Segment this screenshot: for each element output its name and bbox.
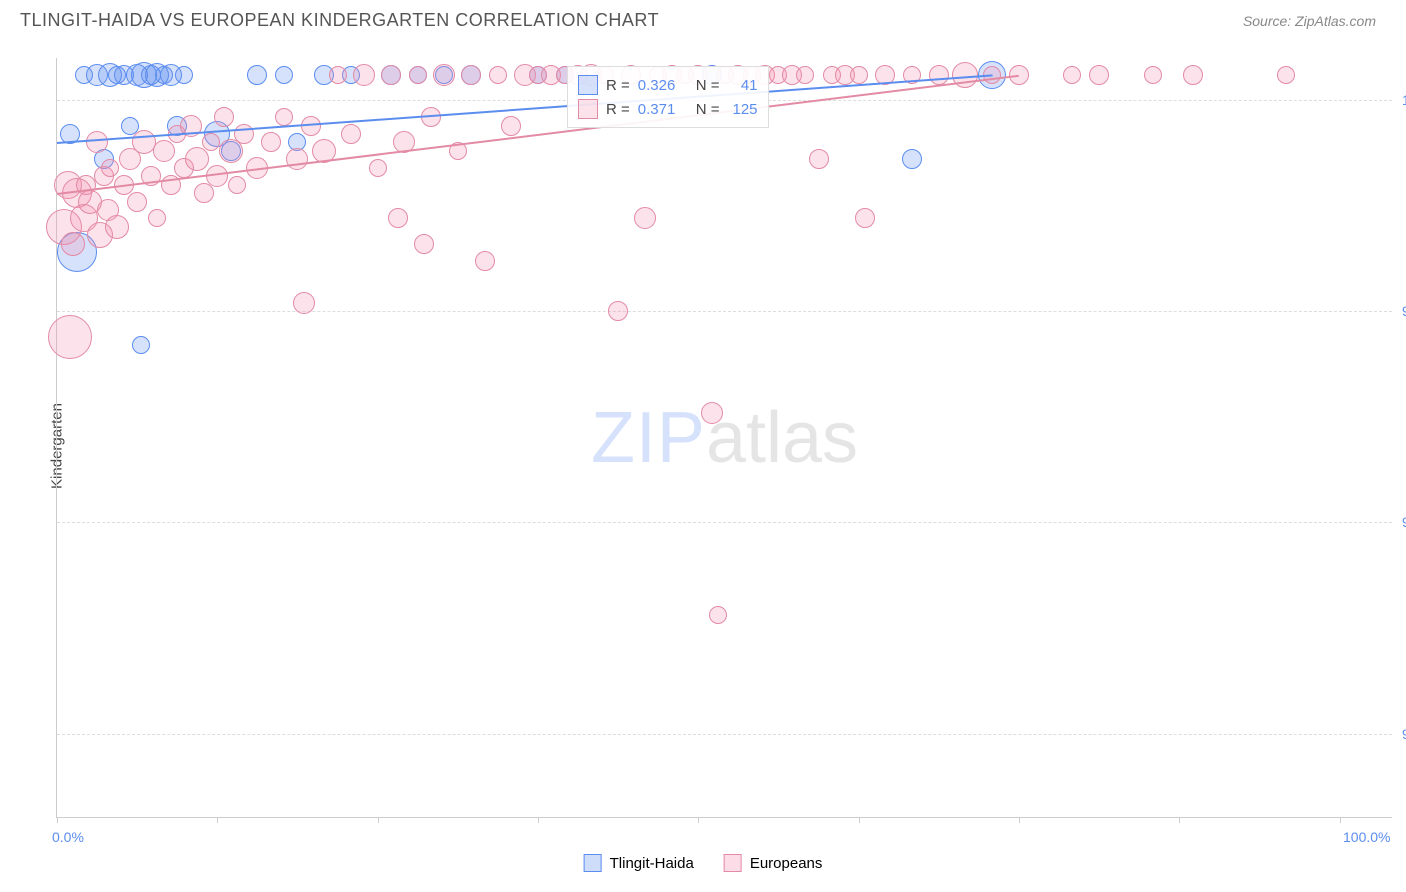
data-point — [214, 107, 234, 127]
data-point — [275, 66, 293, 84]
chart-header: TLINGIT-HAIDA VS EUROPEAN KINDERGARTEN C… — [0, 0, 1406, 41]
legend-swatch — [578, 99, 598, 119]
data-point — [489, 66, 507, 84]
gridline — [57, 522, 1392, 523]
chart-source: Source: ZipAtlas.com — [1243, 13, 1376, 29]
data-point — [608, 301, 628, 321]
data-point — [709, 606, 727, 624]
data-point — [369, 159, 387, 177]
watermark-zip: ZIP — [591, 398, 706, 478]
data-point — [247, 65, 267, 85]
legend-n-label: N = — [696, 77, 720, 94]
data-point — [48, 315, 92, 359]
data-point — [855, 208, 875, 228]
legend-swatch — [578, 75, 598, 95]
data-point — [475, 251, 495, 271]
data-point — [153, 140, 175, 162]
y-tick-label: 92.5% — [1402, 726, 1406, 742]
data-point — [127, 192, 147, 212]
legend-r-value: 0.326 — [638, 77, 688, 94]
x-tick-mark — [57, 817, 58, 823]
legend-item: Tlingit-Haida — [584, 854, 694, 872]
x-tick-label: 100.0% — [1343, 829, 1390, 845]
data-point — [414, 234, 434, 254]
x-tick-mark — [538, 817, 539, 823]
data-point — [1144, 66, 1162, 84]
legend-r-label: R = — [606, 101, 630, 118]
legend-r-label: R = — [606, 77, 630, 94]
data-point — [381, 65, 401, 85]
legend-row: R = 0.371 N = 125 — [578, 97, 758, 121]
data-point — [185, 147, 209, 171]
bottom-legend: Tlingit-Haida Europeans — [584, 854, 823, 872]
data-point — [701, 402, 723, 424]
x-tick-mark — [1019, 817, 1020, 823]
legend-swatch — [584, 854, 602, 872]
legend-n-value: 125 — [728, 101, 758, 118]
data-point — [61, 232, 85, 256]
plot-area: ZIPatlas 100.0%97.5%95.0%92.5%0.0%100.0%… — [56, 58, 1392, 818]
data-point — [329, 66, 347, 84]
data-point — [86, 131, 108, 153]
x-tick-mark — [217, 817, 218, 823]
watermark-atlas: atlas — [706, 398, 858, 478]
data-point — [388, 208, 408, 228]
data-point — [105, 215, 129, 239]
data-point — [261, 132, 281, 152]
data-point — [175, 66, 193, 84]
x-tick-mark — [698, 817, 699, 823]
data-point — [341, 124, 361, 144]
y-tick-label: 100.0% — [1402, 92, 1406, 108]
data-point — [293, 292, 315, 314]
data-point — [148, 209, 166, 227]
legend-n-value: 41 — [728, 77, 758, 94]
watermark: ZIPatlas — [591, 397, 858, 479]
data-point — [634, 207, 656, 229]
data-point — [1183, 65, 1203, 85]
data-point — [501, 116, 521, 136]
x-tick-mark — [859, 817, 860, 823]
y-tick-label: 97.5% — [1402, 303, 1406, 319]
data-point — [275, 108, 293, 126]
legend-item: Europeans — [724, 854, 823, 872]
legend-swatch — [724, 854, 742, 872]
data-point — [809, 149, 829, 169]
gridline — [57, 734, 1392, 735]
y-tick-label: 95.0% — [1402, 514, 1406, 530]
data-point — [902, 149, 922, 169]
gridline — [57, 311, 1392, 312]
legend-r-value: 0.371 — [638, 101, 688, 118]
data-point — [202, 133, 220, 151]
x-tick-mark — [1179, 817, 1180, 823]
legend-label: Tlingit-Haida — [610, 855, 694, 872]
data-point — [132, 336, 150, 354]
data-point — [1277, 66, 1295, 84]
data-point — [194, 183, 214, 203]
legend-label: Europeans — [750, 855, 823, 872]
data-point — [101, 159, 119, 177]
x-tick-mark — [1340, 817, 1341, 823]
trendline — [57, 75, 1019, 195]
chart-title: TLINGIT-HAIDA VS EUROPEAN KINDERGARTEN C… — [20, 10, 659, 31]
data-point — [409, 66, 427, 84]
data-point — [1063, 66, 1081, 84]
x-tick-mark — [378, 817, 379, 823]
x-tick-label: 0.0% — [52, 829, 84, 845]
correlation-legend: R = 0.326 N = 41 R = 0.371 N = 125 — [567, 66, 769, 128]
data-point — [353, 64, 375, 86]
legend-row: R = 0.326 N = 41 — [578, 73, 758, 97]
data-point — [929, 65, 949, 85]
data-point — [286, 148, 308, 170]
data-point — [850, 66, 868, 84]
data-point — [796, 66, 814, 84]
chart-container: TLINGIT-HAIDA VS EUROPEAN KINDERGARTEN C… — [0, 0, 1406, 892]
legend-n-label: N = — [696, 101, 720, 118]
data-point — [433, 64, 455, 86]
data-point — [228, 176, 246, 194]
data-point — [1089, 65, 1109, 85]
data-point — [461, 65, 481, 85]
